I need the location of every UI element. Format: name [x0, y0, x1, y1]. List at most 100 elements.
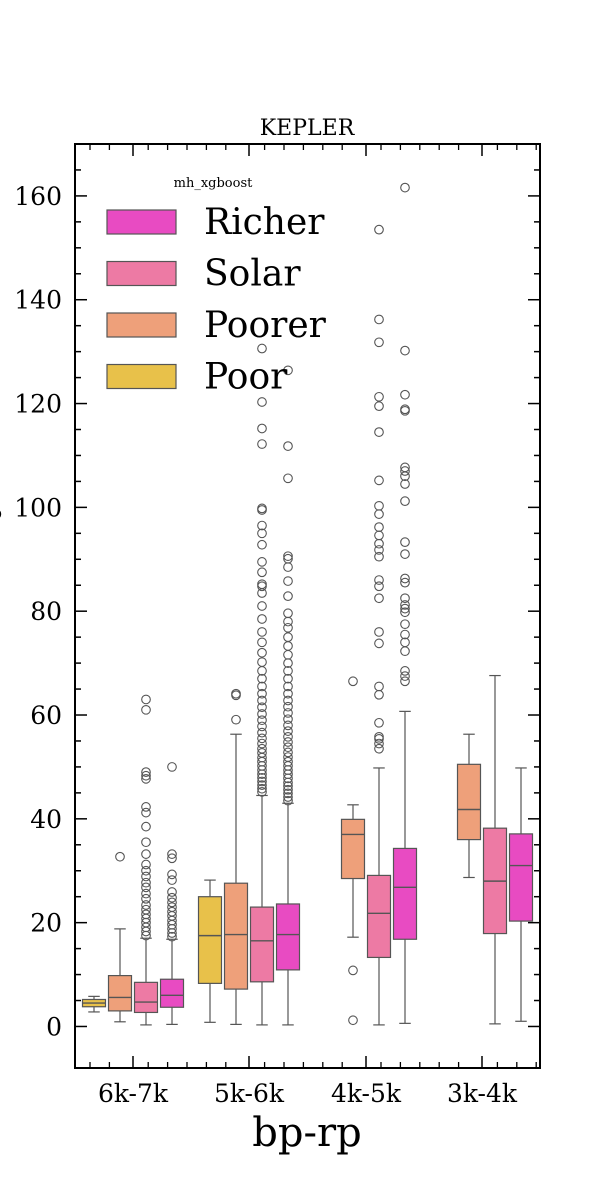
- box-flier: [141, 821, 151, 832]
- box-flier: [374, 337, 384, 348]
- box-flier: [374, 575, 384, 585]
- box-iqr: [275, 903, 301, 971]
- box-flier: [374, 681, 384, 692]
- box-flier: [374, 314, 384, 325]
- legend: mh_xgboost Richer Solar Poorer Poor: [106, 176, 327, 398]
- box-flier: [141, 893, 151, 904]
- box-flier: [257, 743, 267, 754]
- box-flier: [283, 795, 293, 806]
- box-solar-5k-6k: [249, 343, 275, 1026]
- box-flier: [400, 496, 410, 506]
- box-poor-6k-7k: [81, 995, 107, 1013]
- box-flier: [257, 637, 267, 648]
- box-flier: [257, 647, 267, 658]
- box-flier: [283, 681, 293, 692]
- box-flier: [283, 720, 293, 731]
- box-flier: [400, 666, 410, 676]
- box-flier: [167, 875, 177, 885]
- box-flier: [283, 365, 293, 376]
- box-flier: [283, 576, 293, 586]
- x-tick-label: 4k-5k: [331, 1079, 402, 1108]
- y-tick-label: 20: [30, 909, 62, 938]
- box-flier: [283, 441, 293, 451]
- box-flier: [257, 695, 267, 706]
- box-flier: [167, 906, 177, 917]
- x-tick-label: 6k-7k: [98, 1079, 169, 1108]
- box-flier: [400, 573, 410, 584]
- box-poorer-4k-5k: [340, 676, 366, 1026]
- box-flier: [141, 900, 151, 910]
- box-flier: [141, 904, 151, 915]
- box-flier: [283, 742, 293, 753]
- box-flier: [283, 731, 293, 742]
- box-flier: [283, 752, 293, 762]
- box-flier: [400, 577, 410, 588]
- box-flier: [167, 762, 177, 772]
- box-flier: [257, 657, 267, 667]
- box-flier: [283, 622, 293, 633]
- box-flier: [348, 676, 358, 687]
- box-flier: [167, 931, 177, 942]
- legend-title: mh_xgboost: [174, 176, 253, 191]
- y-tick-label: 60: [30, 701, 62, 730]
- box-flier: [400, 671, 410, 681]
- box-solar-4k-5k: [366, 224, 392, 1026]
- box-flier: [257, 709, 267, 719]
- box-flier: [257, 748, 267, 758]
- box-flier: [141, 770, 151, 781]
- box-flier: [374, 224, 384, 235]
- box-flier: [257, 780, 267, 790]
- box-flier: [348, 965, 358, 976]
- box-flier: [167, 869, 177, 880]
- box-flier: [374, 401, 384, 411]
- box-flier: [257, 503, 267, 514]
- box-flier: [374, 738, 384, 749]
- box-poorer-5k-6k: [223, 688, 249, 1025]
- x-tick-label: 5k-6k: [214, 1079, 285, 1108]
- box-flier: [283, 747, 293, 758]
- box-flier: [283, 591, 293, 601]
- y-tick-label: 0: [46, 1012, 62, 1041]
- box-flier: [283, 666, 293, 676]
- box-flier: [257, 783, 267, 794]
- box-flier: [257, 614, 267, 624]
- box-flier: [400, 619, 410, 630]
- box-flier: [231, 714, 241, 725]
- box-flier: [141, 909, 151, 920]
- box-flier: [400, 404, 410, 415]
- box-poorer-6k-7k: [107, 851, 133, 1023]
- box-flier: [374, 717, 384, 728]
- box-flier: [257, 733, 267, 744]
- box-flier: [374, 500, 384, 511]
- legend-swatch-solar: [106, 260, 177, 287]
- box-flier: [283, 688, 293, 699]
- box-flier: [167, 897, 177, 908]
- box-flier: [141, 774, 151, 784]
- box-flier: [141, 767, 151, 777]
- box-flier: [283, 708, 293, 718]
- box-flier: [167, 853, 177, 864]
- box-flier: [400, 182, 410, 193]
- legend-swatch-poorer: [106, 312, 177, 338]
- box-flier: [283, 632, 293, 642]
- box-flier: [374, 731, 384, 742]
- box-iqr: [223, 882, 249, 990]
- box-flier: [400, 537, 410, 548]
- box-flier: [400, 389, 410, 400]
- x-tick-label: 3k-4k: [447, 1079, 518, 1108]
- box-flier: [283, 551, 293, 562]
- box-flier: [141, 877, 151, 888]
- box-flier: [283, 673, 293, 684]
- box-flier: [257, 423, 267, 434]
- box-flier: [257, 702, 267, 713]
- y-tick-label: 100: [14, 493, 62, 522]
- box-flier: [257, 776, 267, 787]
- box-iqr: [107, 974, 133, 1012]
- box-flier: [283, 701, 293, 712]
- box-flier: [400, 637, 410, 648]
- box-flier: [141, 837, 151, 848]
- box-flier: [141, 807, 151, 818]
- box-flier: [257, 721, 267, 732]
- box-iqr: [392, 847, 418, 940]
